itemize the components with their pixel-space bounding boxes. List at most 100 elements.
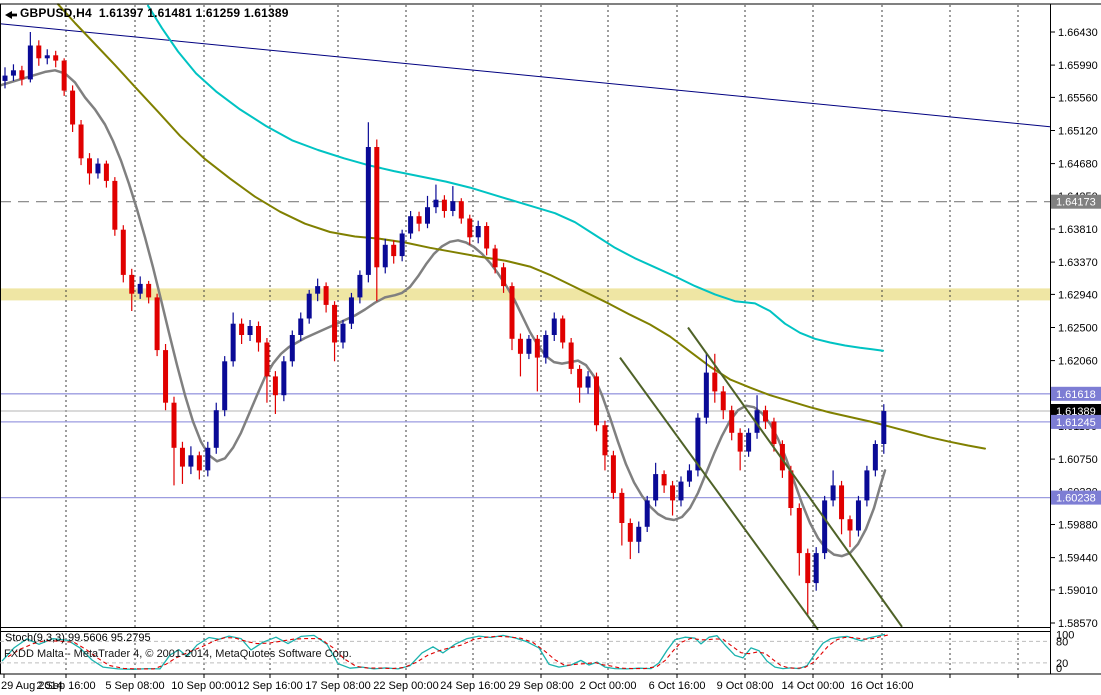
candle-bullish: [543, 335, 549, 358]
channel-line-upper[interactable]: [687, 326, 903, 628]
date-tick-label: 29 Aug 2014: [1, 680, 63, 692]
candle-bearish: [374, 147, 380, 268]
price-level-box-purple: [1051, 414, 1101, 429]
candle-bullish: [315, 286, 321, 294]
yellow-price-band[interactable]: [0, 288, 1050, 301]
candle-bearish: [61, 60, 67, 91]
candle-bullish: [205, 447, 211, 471]
candle-bullish: [2, 75, 8, 81]
candle-bearish: [36, 45, 42, 59]
candle-bullish: [340, 323, 346, 343]
candle-bearish: [78, 124, 84, 159]
candle-bearish: [146, 283, 152, 298]
candle-bearish: [120, 229, 126, 275]
price-level-box-label: 1.61618: [1056, 389, 1096, 401]
price-level-box-purple: [1051, 386, 1101, 401]
candle-bullish: [678, 481, 684, 501]
candle-bullish: [822, 500, 828, 554]
candle-bearish: [484, 226, 490, 249]
candle-bearish: [256, 326, 261, 343]
candle-bearish: [112, 180, 118, 230]
price-tick-label: 1.62940: [1058, 289, 1098, 301]
candle-bearish: [737, 432, 743, 452]
price-level-box-label: 1.60238: [1056, 493, 1096, 505]
price-tick-label: 1.58570: [1058, 618, 1098, 630]
candle-bearish: [264, 342, 270, 377]
candle-bullish: [644, 500, 650, 527]
candle-bullish: [213, 410, 219, 448]
candle-bearish: [171, 402, 177, 448]
date-tick-label: 12 Sep 16:00: [237, 680, 302, 692]
candle-bullish: [813, 553, 819, 584]
date-tick-label: 14 Oct 00:00: [782, 680, 845, 692]
candle-bullish: [686, 470, 692, 482]
price-level-box-label: 1.61245: [1056, 417, 1096, 429]
candle-bearish: [19, 70, 25, 80]
candle-bearish: [602, 425, 608, 456]
candle-bullish: [382, 244, 388, 268]
price-level-box-label: 1.64173: [1056, 197, 1096, 209]
stoch-level-label: 100: [1056, 629, 1074, 641]
candle-bearish: [501, 267, 507, 287]
candle-bullish: [365, 147, 371, 275]
candle-bullish: [281, 361, 287, 396]
candle-bearish: [416, 216, 422, 224]
stoch-level-label: 20: [1056, 658, 1068, 670]
candle-bearish: [560, 318, 566, 343]
date-tick-label: 6 Oct 16:00: [649, 680, 706, 692]
candle-bearish: [391, 244, 397, 257]
candle-bearish: [163, 350, 169, 403]
candle-bearish: [53, 55, 59, 61]
date-tick-label: 10 Sep 00:00: [171, 680, 236, 692]
candle-bullish: [746, 432, 752, 452]
candle-bearish: [729, 410, 735, 433]
price-tick-label: 1.65990: [1058, 60, 1098, 72]
candle-bearish: [788, 470, 794, 508]
candle-bearish: [534, 338, 540, 358]
channel-line-lower[interactable]: [619, 357, 819, 631]
candle-bearish: [847, 519, 853, 531]
price-tick-label: 1.59010: [1058, 585, 1098, 597]
price-tick-label: 1.65120: [1058, 126, 1098, 138]
date-tick-label: 22 Sep 00:00: [373, 680, 438, 692]
candle-bullish: [230, 323, 236, 362]
date-tick-label: 29 Sep 08:00: [508, 680, 573, 692]
candle-bullish: [137, 283, 143, 294]
candle-bearish: [661, 474, 667, 486]
candle-bullish: [653, 474, 659, 501]
candle-bearish: [763, 410, 768, 422]
descending-trendline-navy[interactable]: [0, 23, 1051, 128]
candle-bullish: [247, 326, 253, 335]
candle-bullish: [881, 411, 887, 444]
ma-mid-olive: [57, 3, 986, 450]
price-tick-label: 1.64680: [1058, 159, 1098, 171]
candle-bullish: [399, 233, 405, 257]
date-tick-label: 16 Oct 16:00: [851, 680, 914, 692]
candle-bearish: [796, 508, 802, 554]
candle-bearish: [332, 304, 338, 343]
candle-bearish: [619, 492, 625, 523]
candle-bearish: [805, 553, 811, 584]
candle-bearish: [771, 421, 777, 444]
candle-bearish: [70, 90, 76, 125]
candle-bearish: [577, 368, 583, 388]
candle-bearish: [179, 447, 185, 467]
candle-bearish: [839, 485, 845, 520]
candle-bullish: [95, 163, 101, 174]
date-tick-label: 2 Oct 00:00: [580, 680, 637, 692]
price-tick-label: 1.60750: [1058, 454, 1098, 466]
date-tick-label: 9 Oct 08:00: [717, 680, 774, 692]
candle-bullish: [551, 318, 557, 335]
candle-bullish: [864, 470, 870, 501]
price-level-box-gray: [1051, 194, 1101, 209]
candle-bullish: [526, 338, 532, 354]
candle-bullish: [408, 216, 414, 234]
date-tick-label: 24 Sep 16:00: [440, 680, 505, 692]
candle-bullish: [830, 485, 836, 501]
candle-bullish: [433, 199, 439, 208]
candle-bullish: [425, 207, 430, 224]
candlesticks[interactable]: [2, 32, 887, 615]
candle-bullish: [872, 444, 878, 471]
candle-bullish: [475, 226, 481, 238]
